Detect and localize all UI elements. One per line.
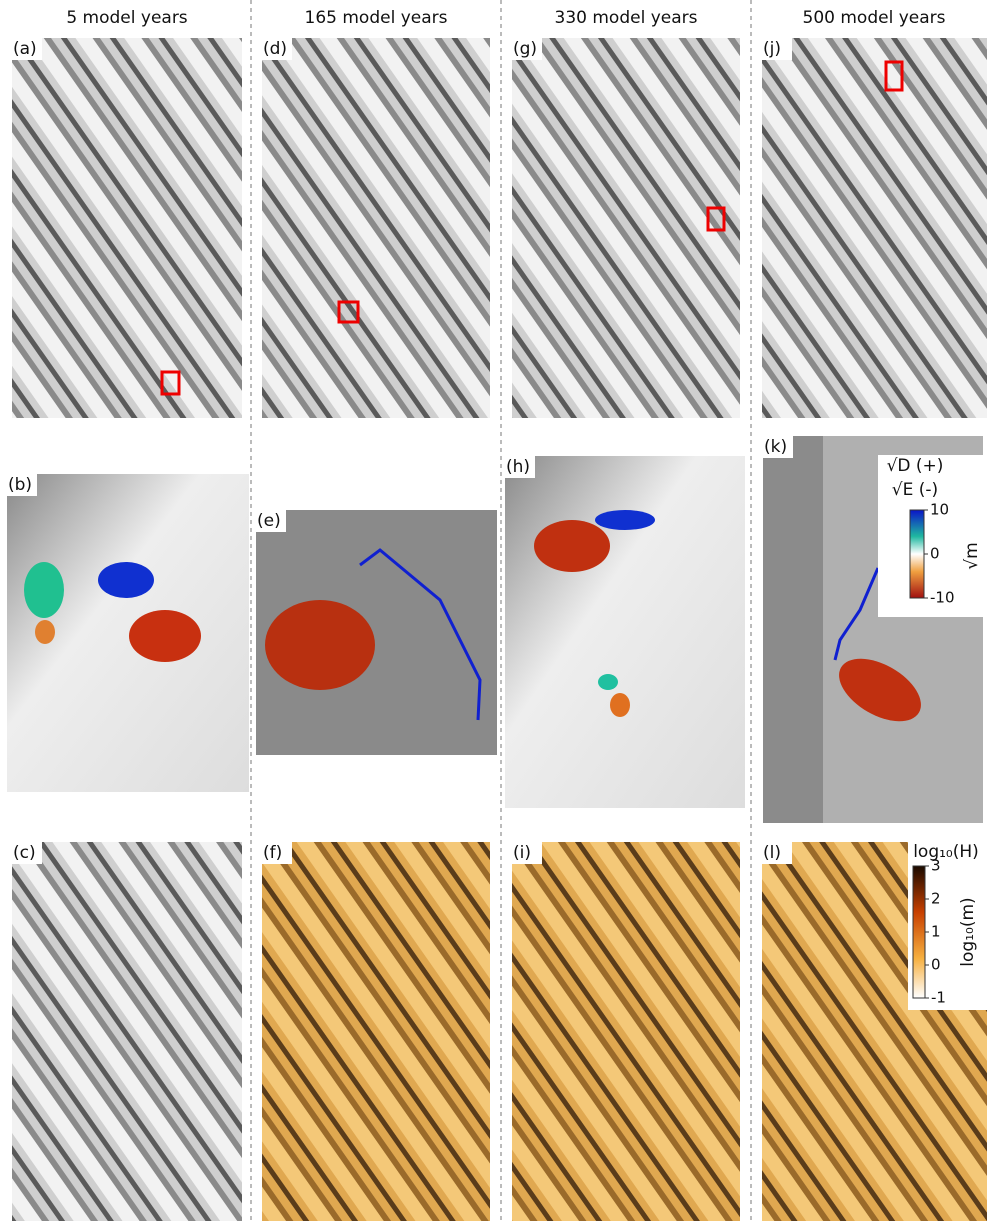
colorbar-tick-label: 10 <box>930 501 949 519</box>
colorbar-tick-label: 0 <box>931 956 941 974</box>
column-title: 5 model years <box>66 8 187 28</box>
colorbar-title: √D (+) <box>887 456 944 476</box>
colorbar-tick-label: -10 <box>930 589 955 607</box>
panel-label: (f) <box>263 843 282 863</box>
panel-label-bg <box>512 842 542 864</box>
column-title: 165 model years <box>305 8 448 28</box>
dividers <box>250 0 752 1221</box>
column-title: 330 model years <box>555 8 698 28</box>
panel-label-bg <box>505 456 535 478</box>
colorbar-unit: log₁₀(m) <box>958 897 978 966</box>
panel-label-bg <box>762 842 792 864</box>
colorbar-tick-label: 2 <box>931 890 941 908</box>
colorbar-1 <box>909 509 925 599</box>
panel-label: (i) <box>513 843 531 863</box>
colorbar-tick-label: -1 <box>931 989 946 1007</box>
panel-label-bg <box>763 436 793 458</box>
colorbar-tick-label: 3 <box>931 857 941 875</box>
panel-label: (a) <box>13 39 37 59</box>
panel-label-bg <box>512 38 542 60</box>
panel-label: (b) <box>8 475 32 495</box>
panel-label: (h) <box>506 457 530 477</box>
panel-label: (d) <box>263 39 287 59</box>
panel-label-bg <box>262 38 292 60</box>
colorbar-title: log₁₀(H) <box>913 842 979 862</box>
panel-label: (j) <box>763 39 781 59</box>
colorbar-unit: √m <box>962 542 982 569</box>
colorbar-2 <box>912 865 926 999</box>
panel-label-bg <box>262 842 292 864</box>
colorbar-tick-label: 0 <box>930 545 940 563</box>
panel-label: (c) <box>13 843 36 863</box>
panel-label: (e) <box>257 511 281 531</box>
panel-label: (g) <box>513 39 537 59</box>
column-title: 500 model years <box>803 8 946 28</box>
panel-label: (l) <box>763 843 781 863</box>
colorbar-title: √E (-) <box>892 480 938 500</box>
maps <box>7 38 987 1221</box>
panel-label-bg <box>12 38 42 60</box>
panel-label-bg <box>256 510 286 532</box>
colorbar-tick-label: 1 <box>931 923 941 941</box>
panel-label-bg <box>7 474 37 496</box>
panel-label-bg <box>12 842 42 864</box>
panel-label-bg <box>762 38 792 60</box>
panel-label: (k) <box>764 437 787 457</box>
